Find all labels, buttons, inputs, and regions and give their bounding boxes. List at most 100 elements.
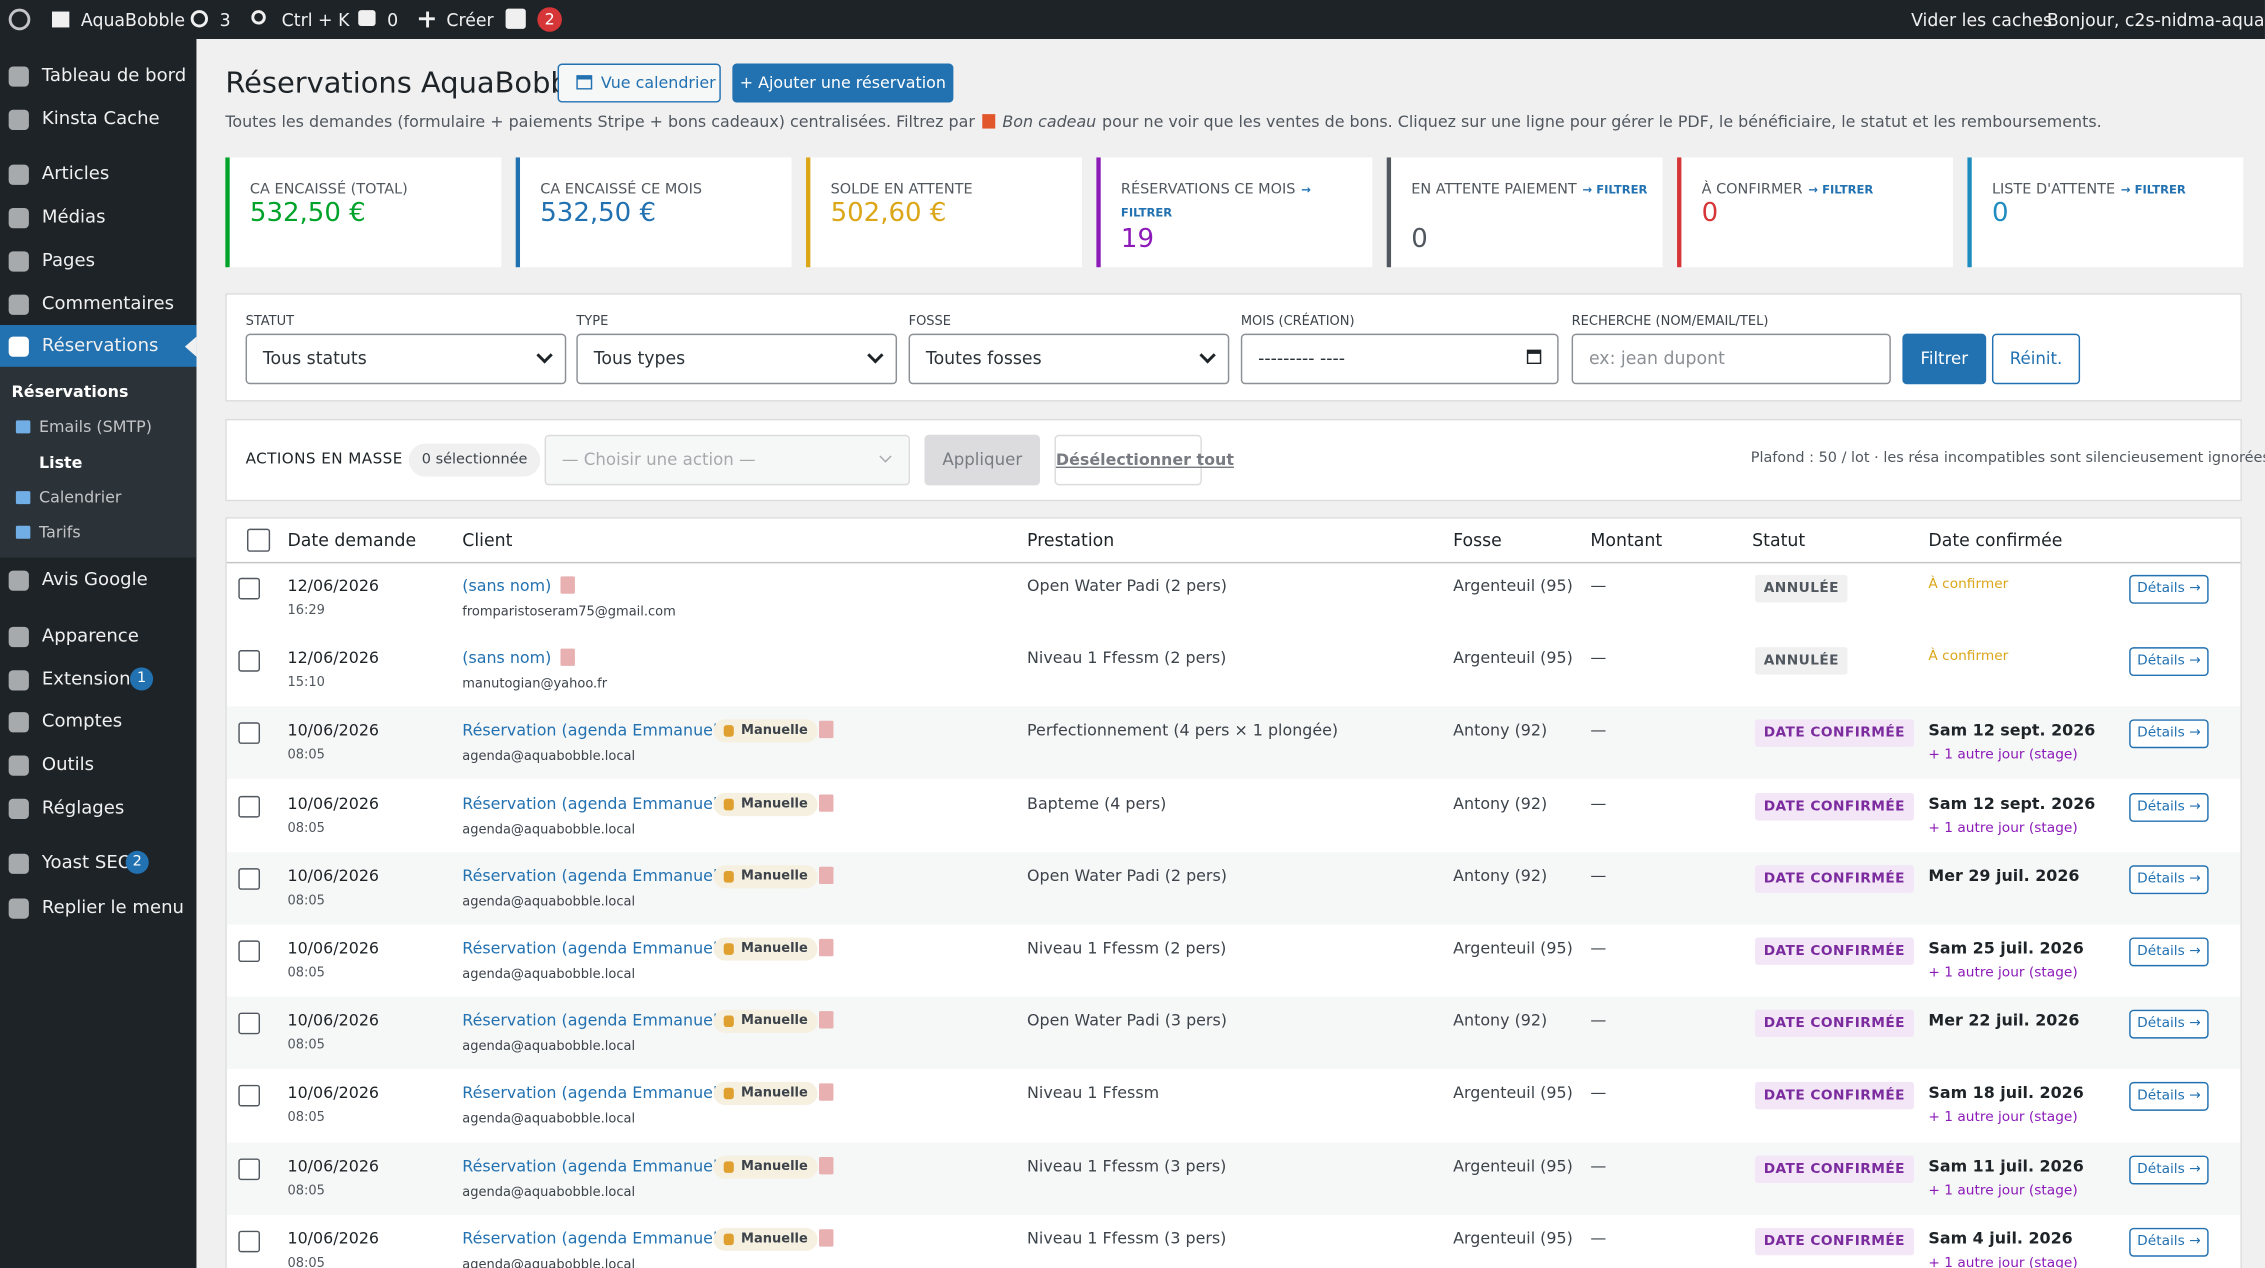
menu-item[interactable]: Apparence (41, 624, 139, 646)
column-header[interactable]: Prestation (1027, 530, 1115, 551)
pdf-icon[interactable] (560, 648, 575, 667)
submenu-item[interactable]: Calendrier (39, 488, 122, 508)
clear-cache[interactable]: Vider les caches (1911, 10, 2053, 31)
filter-input[interactable]: --------- ---- (1240, 333, 1559, 385)
row-stripe (226, 1142, 2241, 1215)
client-name[interactable]: Réservation (agenda Emmanuel) (462, 866, 724, 886)
menu-item[interactable]: Réglages (41, 795, 125, 818)
menu-item[interactable]: Articles (41, 161, 110, 184)
add-button[interactable]: + Ajouter une réservation (732, 63, 954, 103)
menu-item[interactable]: Tableau de bord (41, 63, 187, 86)
details-button[interactable]: Détails → (2129, 574, 2209, 604)
stat-filter-link[interactable]: → FILTRER (1582, 183, 1648, 197)
stat-filter-link[interactable]: → FILTRER (1808, 183, 1874, 197)
menu-item[interactable]: Kinsta Cache (41, 106, 160, 129)
pdf-icon[interactable] (560, 576, 575, 594)
details-button[interactable]: Détails → (2129, 647, 2209, 677)
yoast-icon[interactable] (505, 8, 526, 29)
submenu-item[interactable]: Tarifs (39, 522, 81, 542)
filter-button[interactable]: Filtrer (1902, 333, 1987, 385)
details-button[interactable]: Détails → (2129, 1227, 2209, 1257)
calendar-button[interactable]: Vue calendrier (557, 63, 721, 103)
column-header[interactable]: Client (462, 530, 513, 551)
pdf-icon[interactable] (819, 1011, 834, 1029)
filter-select[interactable]: Tous statuts (245, 333, 567, 385)
row-checkbox[interactable] (238, 940, 261, 963)
row-checkbox[interactable] (238, 795, 261, 818)
menu-item[interactable]: Outils (41, 752, 95, 775)
comments-count[interactable]: 0 (387, 10, 399, 31)
create-link[interactable]: Créer (446, 10, 494, 31)
wp-logo[interactable] (8, 8, 31, 31)
details-button[interactable]: Détails → (2129, 864, 2209, 894)
submenu-item[interactable]: Liste (39, 453, 83, 473)
row-checkbox[interactable] (238, 867, 261, 890)
stat-card[interactable]: LISTE D'ATTENTE → FILTRER 0 (1967, 157, 2244, 268)
menu-item[interactable]: Yoast SEO (41, 850, 132, 873)
reset-button[interactable]: Réinit. (1991, 333, 2081, 385)
submenu-item[interactable]: Emails (SMTP) (39, 417, 152, 437)
pdf-icon[interactable] (819, 721, 834, 739)
details-button[interactable]: Détails → (2129, 1009, 2209, 1039)
pdf-icon[interactable] (819, 1083, 834, 1102)
extra-days: + 1 autre jour (stage) (1928, 819, 2078, 836)
details-button[interactable]: Détails → (2129, 937, 2209, 967)
details-button[interactable]: Détails → (2129, 1082, 2209, 1112)
row-checkbox[interactable] (238, 1230, 261, 1253)
client-name[interactable]: Réservation (agenda Emmanuel) (462, 1228, 724, 1248)
menu-item[interactable]: Réservations (41, 333, 159, 356)
deselect-button[interactable]: Désélectionner tout (1054, 434, 1234, 486)
details-button[interactable]: Détails → (2129, 792, 2209, 822)
details-button[interactable]: Détails → (2129, 719, 2209, 749)
search-shortcut[interactable]: Ctrl + K (281, 10, 350, 31)
menu-item[interactable]: Avis Google (41, 567, 148, 590)
stat-card[interactable]: EN ATTENTE PAIEMENT → FILTRER 0 (1386, 157, 1663, 268)
row-checkbox[interactable] (238, 1157, 261, 1180)
menu-item[interactable]: Comptes (41, 709, 123, 731)
stat-value: 0 (1701, 197, 1719, 229)
client-name[interactable]: Réservation (agenda Emmanuel) (462, 938, 724, 958)
pdf-icon[interactable] (819, 938, 834, 957)
site-name[interactable]: AquaBobble (80, 10, 186, 31)
submenu-item[interactable]: Réservations (11, 382, 129, 402)
client-name[interactable]: Réservation (agenda Emmanuel) (462, 1156, 724, 1176)
column-header[interactable]: Date confirmée (1928, 530, 2063, 551)
pdf-icon[interactable] (819, 793, 834, 812)
filter-input[interactable]: ex: jean dupont (1571, 333, 1891, 385)
menu-item[interactable]: Médias (41, 205, 106, 227)
updates-count[interactable]: 3 (219, 10, 231, 31)
menu-item[interactable]: Extensions (41, 667, 140, 690)
stat-card[interactable]: À CONFIRMER → FILTRER 0 (1677, 157, 1953, 268)
filter-select[interactable]: Tous types (576, 333, 898, 385)
bulk-action-select[interactable]: — Choisir une action — (544, 434, 911, 486)
client-name[interactable]: Réservation (agenda Emmanuel) (462, 1083, 724, 1103)
client-name[interactable]: (sans nom) (462, 576, 552, 596)
menu-item[interactable]: Replier le menu (41, 895, 184, 918)
column-header[interactable]: Montant (1590, 530, 1663, 551)
client-name[interactable]: Réservation (agenda Emmanuel) (462, 793, 724, 813)
menu-item[interactable]: Commentaires (41, 291, 174, 314)
stat-card[interactable]: RÉSERVATIONS CE MOIS → FILTRER 19 (1096, 157, 1373, 268)
pdf-icon[interactable] (819, 866, 834, 884)
stat-filter-link[interactable]: → FILTRER (2120, 183, 2186, 197)
row-checkbox[interactable] (238, 577, 261, 600)
client-name[interactable]: Réservation (agenda Emmanuel) (462, 721, 724, 741)
client-name[interactable]: (sans nom) (462, 648, 552, 668)
menu-item[interactable]: Pages (41, 248, 96, 271)
row-checkbox[interactable] (238, 1012, 261, 1035)
pdf-icon[interactable] (819, 1228, 834, 1247)
column-header[interactable]: Statut (1752, 530, 1806, 551)
client-name[interactable]: Réservation (agenda Emmanuel) (462, 1011, 724, 1031)
pdf-icon[interactable] (819, 1156, 834, 1174)
stat-filter-link[interactable]: → FILTRER (1120, 183, 1311, 220)
filter-select[interactable]: Toutes fosses (908, 333, 1230, 385)
column-header[interactable]: Date demande (287, 530, 417, 551)
row-checkbox[interactable] (238, 1085, 261, 1108)
greeting[interactable]: Bonjour, c2s-nidma-aqua (2046, 10, 2265, 31)
apply-button[interactable]: Appliquer (924, 434, 1041, 486)
row-checkbox[interactable] (238, 650, 261, 672)
details-button[interactable]: Détails → (2129, 1155, 2209, 1184)
column-header[interactable]: Fosse (1453, 530, 1502, 551)
row-checkbox[interactable] (238, 722, 261, 745)
header-checkbox[interactable] (247, 528, 271, 552)
